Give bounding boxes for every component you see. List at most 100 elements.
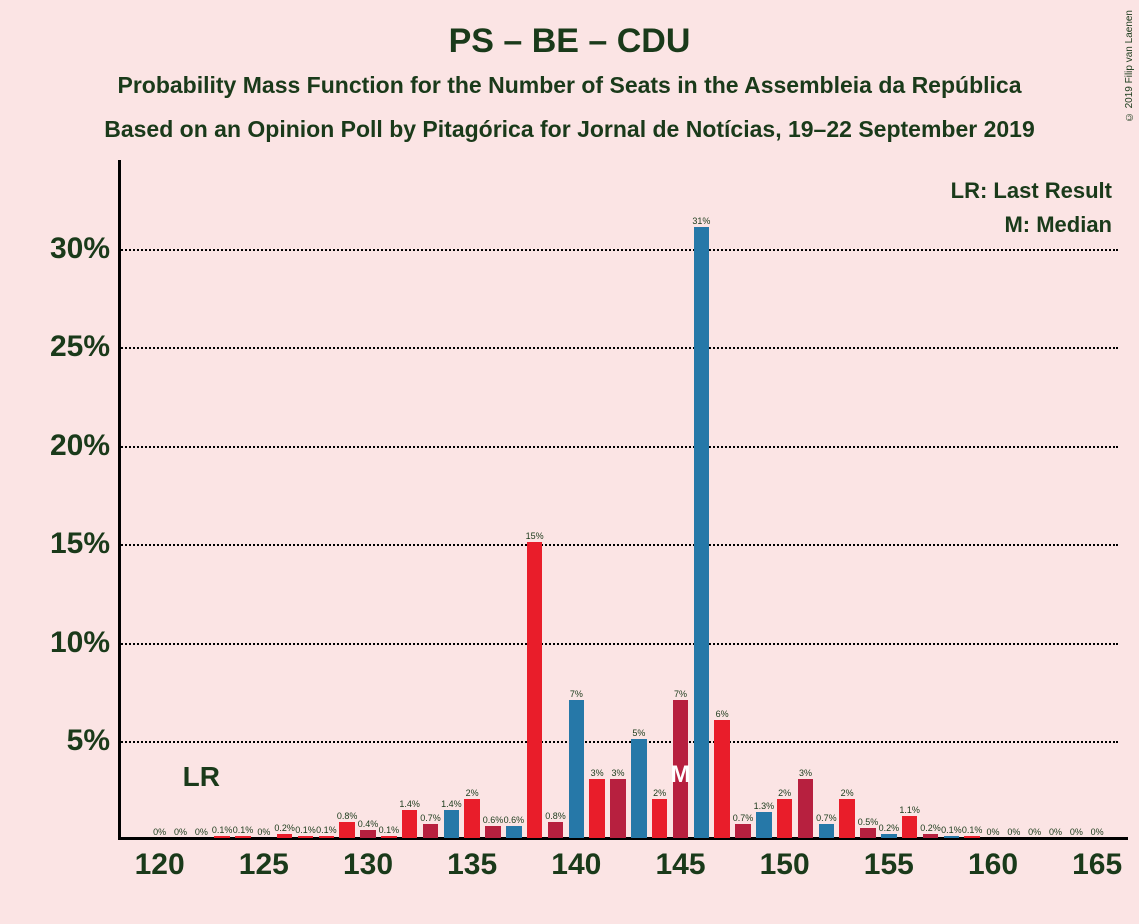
bar-value-label: 0.2% [879,823,900,834]
bar: 1.1% [902,816,917,838]
bar: 2% [652,799,667,838]
bar-value-label: 0.6% [504,815,525,826]
bar: 3% [798,779,813,838]
gridline [118,249,1118,251]
bar: 0.6% [506,826,521,838]
bar-value-label: 0% [153,827,166,838]
bar-value-label: 3% [799,768,812,779]
bar-value-label: 0% [174,827,187,838]
chart-title: PS – BE – CDU [0,22,1139,61]
bar-value-label: 0.7% [733,813,754,824]
bar: 5% [631,739,646,838]
plot-area: LR: Last Result M: Median LR 5%10%15%20%… [118,170,1118,840]
bar: 2% [464,799,479,838]
bar: 0.8% [339,822,354,838]
gridline [118,347,1118,349]
bar: 0.1% [214,836,229,838]
x-tick-label: 125 [239,840,289,882]
m-marker: M [671,761,691,789]
bar-value-label: 0.1% [379,825,400,836]
bar: 3% [589,779,604,838]
bar: 0.7% [735,824,750,838]
x-tick-label: 145 [655,840,705,882]
bar-value-label: 1.4% [399,799,420,810]
lr-marker: LR [183,761,220,793]
y-tick-label: 15% [50,527,118,561]
x-tick-label: 120 [135,840,185,882]
bar-value-label: 0% [1028,827,1041,838]
bar: 0.1% [319,836,334,838]
x-tick-label: 140 [551,840,601,882]
bar-value-label: 0.7% [420,813,441,824]
bar-value-label: 0% [1049,827,1062,838]
bar: 0.2% [881,834,896,838]
bar-value-label: 0.1% [316,825,337,836]
bar-value-label: 0.1% [941,825,962,836]
bar: 0.1% [944,836,959,838]
bar-value-label: 0.1% [962,825,983,836]
x-tick-label: 155 [864,840,914,882]
x-tick-label: 160 [968,840,1018,882]
bar-value-label: 0% [195,827,208,838]
bar: 7% [569,700,584,838]
y-tick-label: 10% [50,626,118,660]
bar-value-label: 0.6% [483,815,504,826]
bar-value-label: 0% [257,827,270,838]
y-tick-label: 25% [50,330,118,364]
bar: 0.1% [381,836,396,838]
bar-value-label: 0.7% [816,813,837,824]
bar: 0.8% [548,822,563,838]
bar-value-label: 0% [1091,827,1104,838]
bar-value-label: 6% [716,709,729,720]
gridline [118,741,1118,743]
x-tick-label: 150 [760,840,810,882]
bar: 15% [527,542,542,838]
bar-value-label: 2% [841,788,854,799]
y-tick-label: 20% [50,429,118,463]
bar-value-label: 0.1% [295,825,316,836]
y-axis-line [118,160,121,840]
bar-value-label: 2% [466,788,479,799]
bar-value-label: 15% [526,531,544,542]
x-tick-label: 165 [1072,840,1122,882]
bar: 0.4% [360,830,375,838]
bar: 0.5% [860,828,875,838]
bar: 0.7% [423,824,438,838]
x-tick-label: 135 [447,840,497,882]
bar-value-label: 0.1% [212,825,233,836]
bar-value-label: 3% [591,768,604,779]
bar-value-label: 7% [674,689,687,700]
bar-value-label: 0.2% [920,823,941,834]
bar-value-label: 0.5% [858,817,879,828]
x-tick-label: 130 [343,840,393,882]
bar: 31% [694,227,709,838]
bar: 0.2% [277,834,292,838]
chart-subtitle-2: Based on an Opinion Poll by Pitagórica f… [0,116,1139,143]
bar: 0.1% [298,836,313,838]
bar-value-label: 0.8% [337,811,358,822]
gridline [118,643,1118,645]
bar: 6% [714,720,729,838]
legend-m: M: Median [1004,212,1112,238]
bar-value-label: 2% [653,788,666,799]
legend-lr: LR: Last Result [951,178,1112,204]
bar-value-label: 1.3% [754,801,775,812]
bar-value-label: 0% [1070,827,1083,838]
copyright-text: © 2019 Filip van Laenen [1124,10,1135,122]
bar-value-label: 31% [692,216,710,227]
bar-value-label: 0.4% [358,819,379,830]
bar: 0.1% [235,836,250,838]
bar-value-label: 1.1% [899,805,920,816]
bar: 0.2% [923,834,938,838]
chart-subtitle-1: Probability Mass Function for the Number… [0,72,1139,99]
bar-value-label: 5% [632,728,645,739]
bar-value-label: 1.4% [441,799,462,810]
gridline [118,446,1118,448]
bar: 1.4% [444,810,459,838]
bar: 1.3% [756,812,771,838]
bar-value-label: 2% [778,788,791,799]
bar-value-label: 0% [1007,827,1020,838]
bar: 2% [839,799,854,838]
bar: 2% [777,799,792,838]
bar-value-label: 0.8% [545,811,566,822]
